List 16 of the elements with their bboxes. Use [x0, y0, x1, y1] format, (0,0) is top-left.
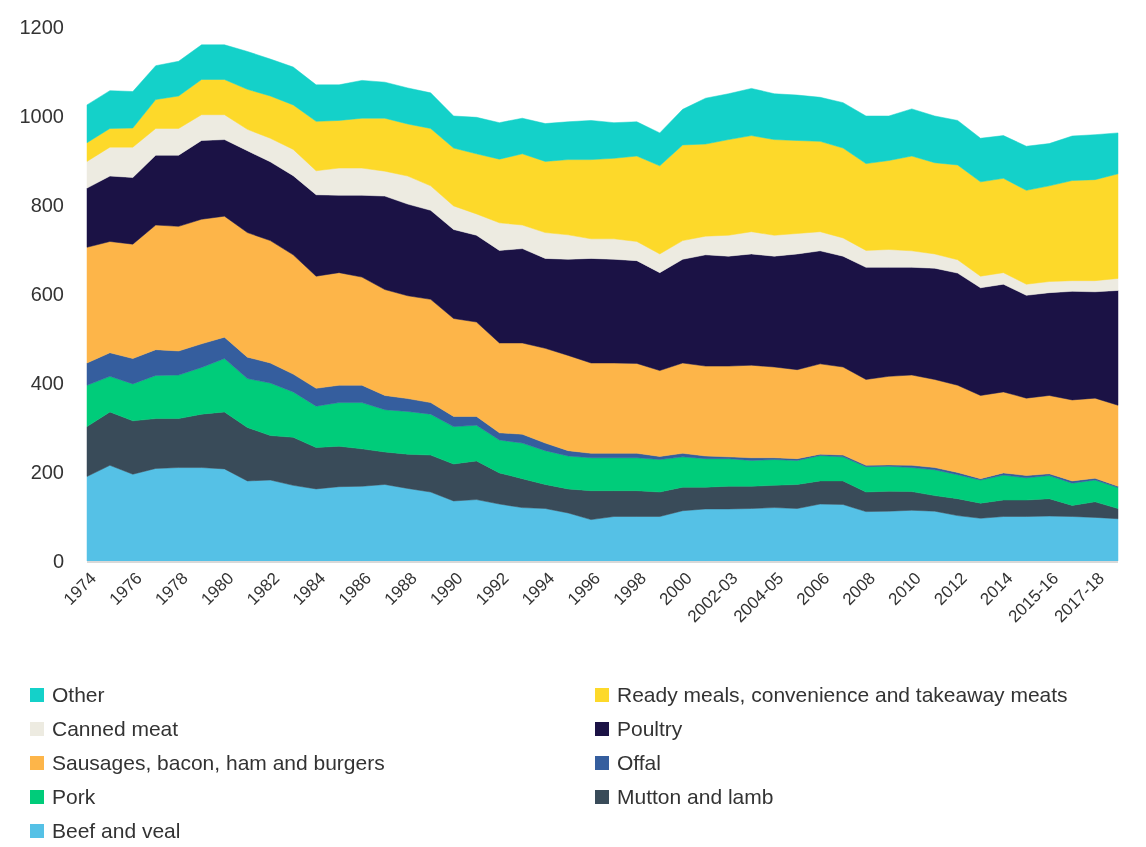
legend-label: Beef and veal — [52, 819, 181, 843]
legend-label: Ready meals, convenience and takeaway meats — [617, 683, 1068, 707]
y-tick-label: 1200 — [19, 16, 64, 38]
legend-label: Canned meat — [52, 717, 179, 741]
legend-label: Mutton and lamb — [617, 785, 774, 809]
legend-label: Offal — [617, 751, 661, 775]
legend-label: Poultry — [617, 717, 683, 741]
legend-label: Pork — [52, 785, 96, 809]
y-tick-label: 1000 — [19, 105, 64, 127]
legend-label: Sausages, bacon, ham and burgers — [52, 751, 385, 775]
y-tick-label: 200 — [30, 461, 64, 483]
y-tick-label: 600 — [30, 283, 64, 305]
y-tick-label: 800 — [30, 194, 64, 216]
y-tick-label: 0 — [52, 550, 64, 572]
legend-label: Other — [52, 683, 105, 707]
y-tick-label: 400 — [30, 372, 64, 394]
